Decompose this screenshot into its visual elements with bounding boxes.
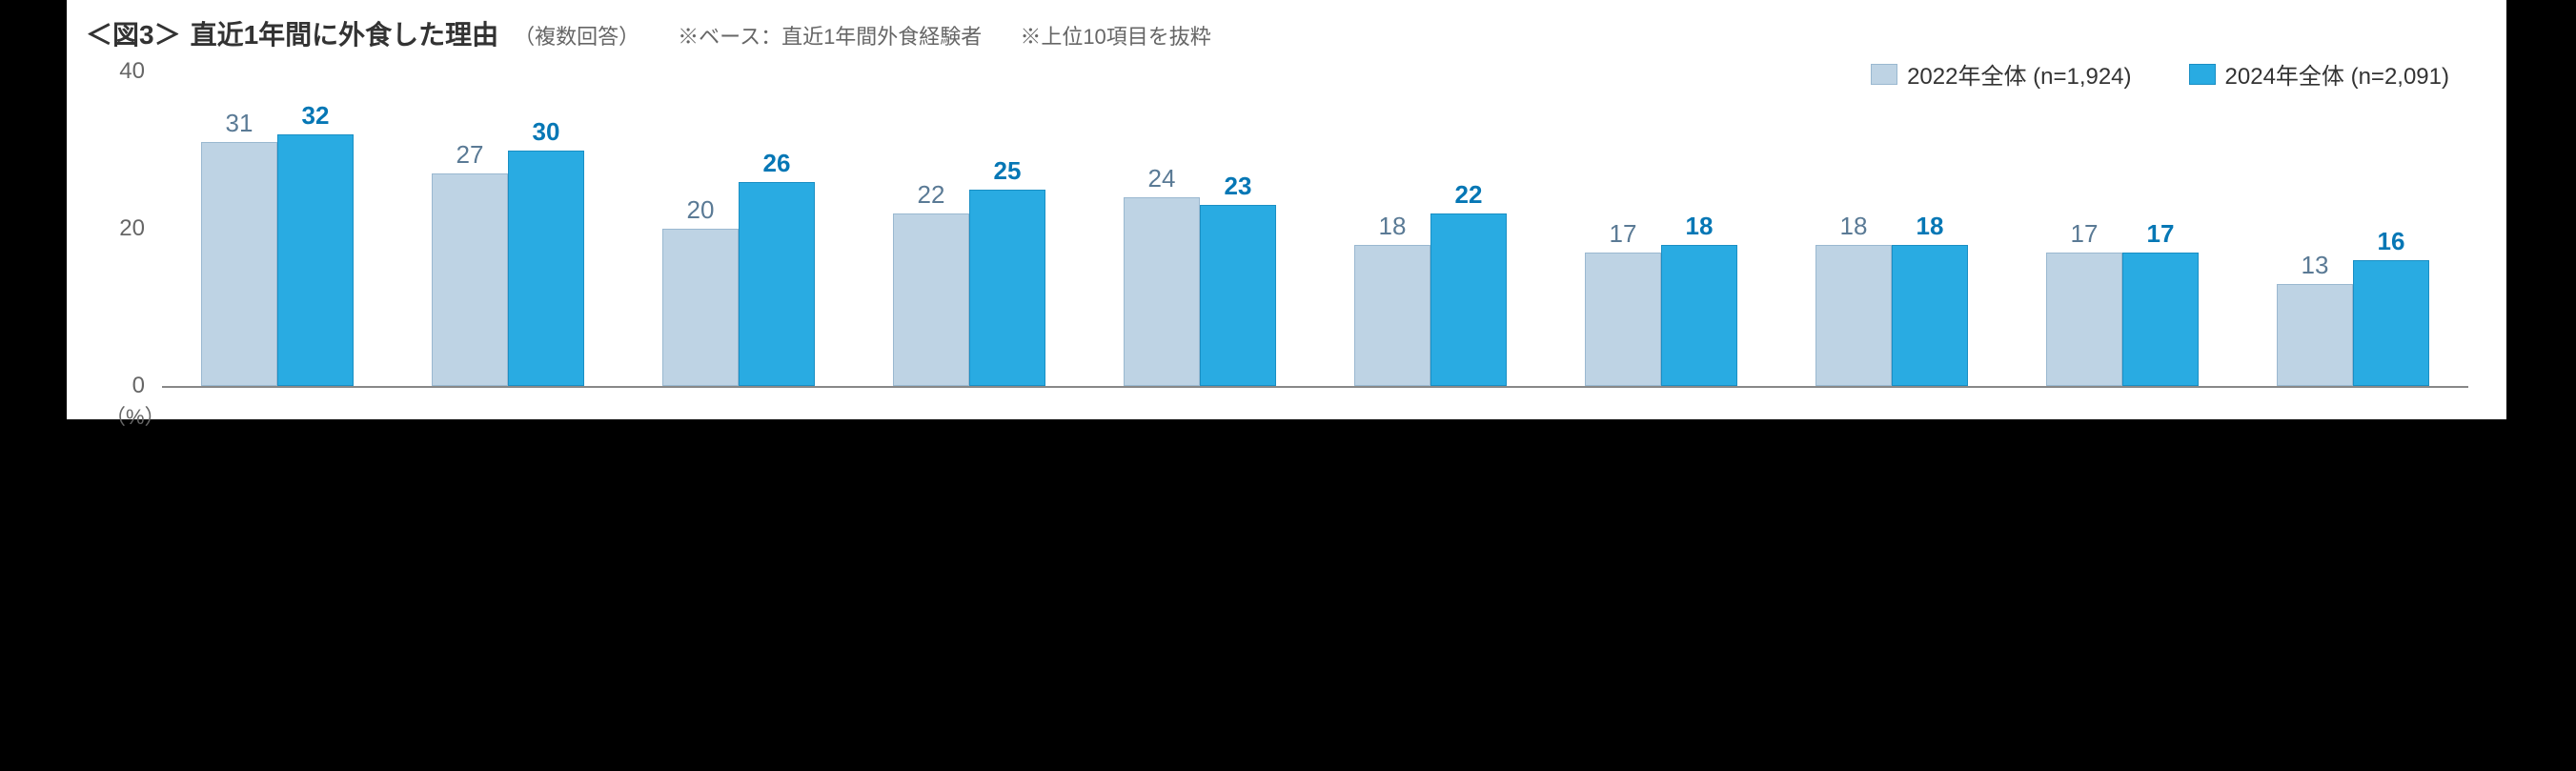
bar-s2024: 22 [1430, 213, 1507, 387]
y-axis: 40 20 0 [105, 71, 162, 386]
bar-value-label: 26 [763, 149, 791, 178]
unit-label: （%） [105, 400, 166, 431]
x-axis-baseline [162, 386, 2468, 388]
bar-s2022: 27 [432, 173, 508, 386]
bar-value-label: 23 [1225, 172, 1252, 201]
bar-s2024: 26 [739, 182, 815, 387]
bar-s2022: 22 [893, 213, 969, 387]
title-note-1: ※ベース：直近1年間外食経験者 [678, 20, 982, 51]
title-prefix: ＜図3＞ [86, 14, 181, 52]
bar-s2022: 24 [1124, 197, 1200, 386]
bar-s2022: 17 [1585, 253, 1661, 386]
bar-group: 2423 [1085, 71, 1315, 386]
bar-s2024: 18 [1661, 245, 1737, 387]
bar-group: 1316 [2238, 71, 2468, 386]
bar-group: 2026 [623, 71, 854, 386]
chart-container: ＜図3＞ 直近1年間に外食した理由 （複数回答） ※ベース：直近1年間外食経験者… [67, 0, 2506, 419]
bar-group: 3132 [162, 71, 393, 386]
bar-s2022: 17 [2046, 253, 2122, 386]
bar-value-label: 16 [2378, 227, 2405, 256]
bar-s2024: 32 [277, 134, 354, 386]
bar-value-label: 30 [533, 117, 560, 147]
plot-area: 3132273020262225242318221718181817171316 [162, 71, 2468, 386]
bar-value-label: 18 [1840, 212, 1868, 241]
bar-group: 2225 [854, 71, 1085, 386]
bar-value-label: 13 [2302, 251, 2329, 280]
bar-s2024: 18 [1892, 245, 1968, 387]
bar-s2024: 30 [508, 151, 584, 387]
bar-s2024: 16 [2353, 260, 2429, 386]
title-sub: （複数回答） [514, 20, 639, 51]
bar-group: 1822 [1315, 71, 1546, 386]
bar-value-label: 17 [1610, 219, 1637, 249]
bar-value-label: 20 [687, 195, 715, 225]
bar-value-label: 22 [918, 180, 945, 210]
bar-s2024: 17 [2122, 253, 2199, 386]
bar-group: 1818 [1776, 71, 2007, 386]
bar-value-label: 18 [1686, 212, 1714, 241]
y-tick-0: 0 [132, 373, 145, 399]
bar-value-label: 25 [994, 156, 1022, 186]
bar-value-label: 31 [226, 109, 254, 138]
bar-s2022: 31 [201, 142, 277, 386]
bar-group: 1718 [1546, 71, 1776, 386]
y-tick-40: 40 [119, 58, 145, 85]
bar-value-label: 27 [456, 140, 484, 170]
bar-s2024: 23 [1200, 205, 1276, 386]
bar-s2024: 25 [969, 190, 1045, 386]
bar-s2022: 20 [662, 229, 739, 386]
y-tick-20: 20 [119, 215, 145, 242]
bars-row: 3132273020262225242318221718181817171316 [162, 71, 2468, 386]
bar-value-label: 32 [302, 101, 330, 131]
title-note-2: ※上位10項目を抜粋 [1020, 20, 1210, 51]
bar-value-label: 18 [1917, 212, 1944, 241]
title-main: 直近1年間に外食した理由 [191, 14, 499, 52]
bar-group: 1717 [2007, 71, 2238, 386]
bar-group: 2730 [393, 71, 623, 386]
bar-value-label: 18 [1379, 212, 1407, 241]
bar-s2022: 13 [2277, 284, 2353, 386]
bar-s2022: 18 [1815, 245, 1892, 387]
bar-value-label: 22 [1455, 180, 1483, 210]
bar-value-label: 17 [2071, 219, 2099, 249]
bar-value-label: 17 [2147, 219, 2175, 249]
bar-s2022: 18 [1354, 245, 1430, 387]
bar-value-label: 24 [1148, 164, 1176, 193]
chart-title-row: ＜図3＞ 直近1年間に外食した理由 （複数回答） ※ベース：直近1年間外食経験者… [86, 14, 1211, 52]
